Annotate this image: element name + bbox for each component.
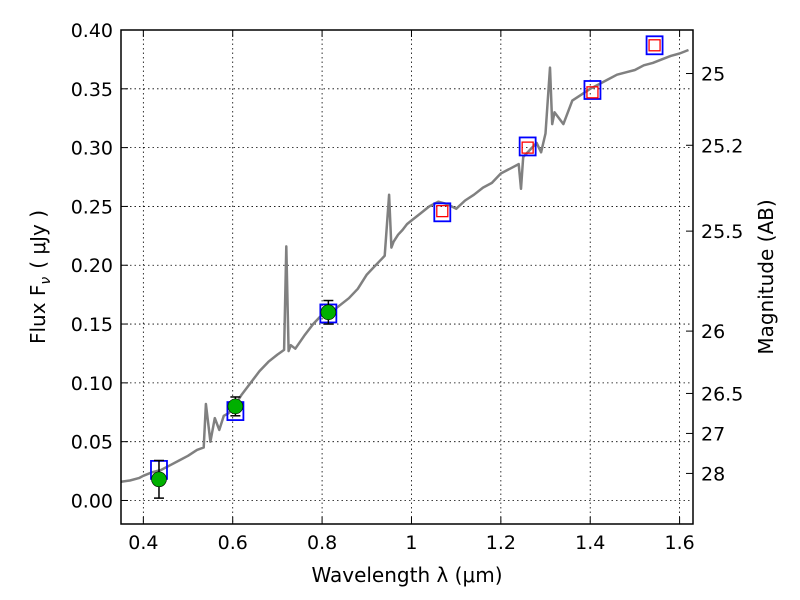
- right-tick-label: 26: [701, 321, 725, 343]
- right-axis-label-group: Magnitude (AB): [754, 199, 778, 354]
- blue-square-marker: [518, 136, 537, 157]
- right-tick-label: 25.2: [701, 135, 743, 157]
- right-axis-label: Magnitude (AB): [754, 199, 778, 354]
- red-square-marker: [521, 141, 534, 154]
- y-tick-label: 0.30: [71, 138, 113, 160]
- series-layer: [120, 48, 689, 483]
- x-tick-label: 1.4: [575, 532, 605, 554]
- right-tick-label: 27: [701, 423, 725, 445]
- x-tick-label: 0.8: [307, 532, 337, 554]
- y-tick-label: 0.10: [71, 373, 113, 395]
- y-tick-label: 0.00: [71, 490, 113, 512]
- x-tick-label: 1.2: [486, 532, 516, 554]
- y-tick-label: 0.15: [71, 314, 113, 336]
- blue-square-marker: [433, 202, 452, 223]
- plot-frame: [120, 29, 694, 525]
- y-axis-label: Flux Fν ( μJy ): [26, 210, 54, 344]
- x-tick-label: 0.4: [128, 532, 158, 554]
- y-axis-label-unit: ( μJy ): [26, 210, 50, 269]
- y-tick-label: 0.25: [71, 196, 113, 218]
- x-tick-label: 0.6: [218, 532, 248, 554]
- x-tick-label: 1: [405, 532, 417, 554]
- y-tick-label: 0.20: [71, 255, 113, 277]
- blue-square-marker: [645, 35, 664, 56]
- right-tick-label: 28: [701, 463, 725, 485]
- x-tick-label: 1.6: [664, 532, 694, 554]
- right-tick-label: 25: [701, 64, 725, 86]
- right-tick-label: 26.5: [701, 383, 743, 405]
- red-square-marker: [586, 86, 599, 99]
- red-square-marker: [436, 204, 449, 218]
- x-axis-label: Wavelength λ (μm): [311, 563, 502, 587]
- y-axis-label-group: Flux Fν ( μJy ): [26, 210, 54, 344]
- y-tick-label: 0.05: [71, 432, 113, 454]
- observed-point: [227, 398, 244, 415]
- y-tick-label: 0.35: [71, 79, 113, 101]
- observed-point: [320, 304, 337, 321]
- ticks-layer: 0.4 0.6 0.8 1 1.2 1.4 1.6 0.00 0.05 0.10 0.15 0.20 0…: [71, 20, 744, 554]
- y-axis-label-subscript: ν: [38, 277, 54, 285]
- right-tick-label: 25.5: [701, 221, 743, 243]
- points-layer: [150, 35, 664, 499]
- blue-square-marker: [583, 80, 602, 100]
- y-tick-label: 0.40: [71, 20, 113, 42]
- spectrum-line: [120, 48, 689, 483]
- red-square-marker: [648, 39, 661, 52]
- observed-point: [151, 471, 167, 488]
- y-axis-label-main: Flux F: [26, 285, 50, 344]
